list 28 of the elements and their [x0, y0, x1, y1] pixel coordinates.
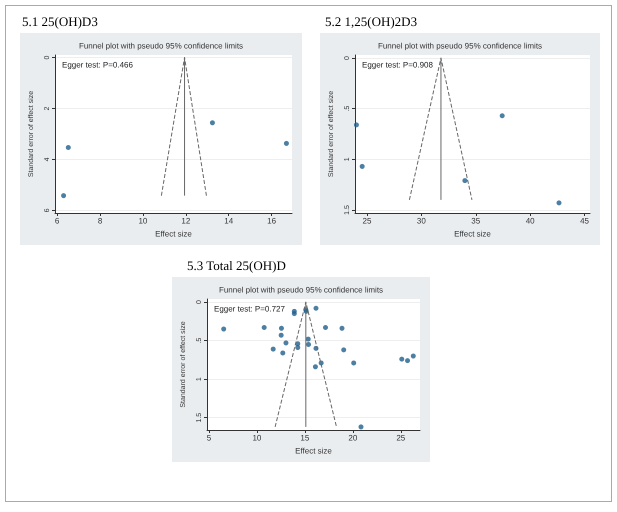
x-tick-label: 5 — [206, 434, 212, 442]
annotation: Egger test: P=0.466 — [62, 60, 134, 70]
annotation: Egger test: P=0.727 — [214, 304, 286, 314]
chart-subtitle: Funnel plot with pseudo 95% confidence limits — [78, 42, 244, 50]
x-tick-label: 12 — [181, 216, 191, 226]
x-tick-label: 16 — [267, 216, 277, 226]
chart-subtitle: Funnel plot with pseudo 95% confidence limits — [378, 42, 542, 50]
x-tick-label: 45 — [580, 216, 590, 226]
x-tick-label: 10 — [138, 216, 148, 226]
chart-subtitle: Funnel plot with pseudo 95% confidence limits — [218, 286, 384, 294]
x-tick-label: 30 — [416, 216, 426, 226]
x-tick-label: 35 — [471, 216, 481, 226]
x-tick-label: 25 — [362, 216, 372, 226]
chart-title: 5.2 1,25(OH)2D3 — [325, 14, 418, 30]
x-tick-label: 15 — [300, 434, 310, 442]
chart-title: 5.1 25(OH)D3 — [22, 14, 98, 30]
x-tick-label: 14 — [224, 216, 234, 226]
x-axis-title: Effect size — [295, 446, 332, 456]
x-axis-title: Effect size — [454, 230, 492, 238]
chart-title: 5.3 Total 25(OH)D — [187, 258, 286, 274]
x-tick-label: 25 — [396, 434, 406, 442]
x-tick-label: 40 — [526, 216, 536, 226]
annotation: Egger test: P=0.908 — [362, 60, 434, 70]
x-tick-label: 6 — [54, 216, 60, 226]
x-axis-title: Effect size — [155, 230, 192, 238]
x-tick-label: 20 — [348, 434, 358, 442]
x-tick-label: 8 — [98, 216, 103, 226]
x-tick-label: 10 — [252, 434, 262, 442]
